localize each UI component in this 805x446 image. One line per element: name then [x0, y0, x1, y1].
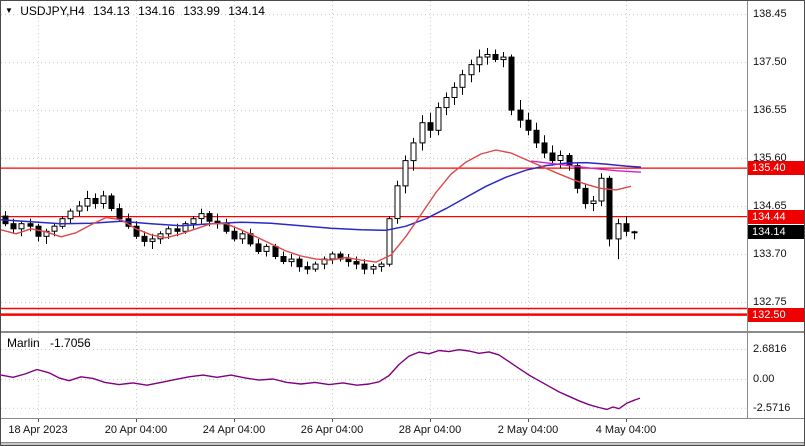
price-badge: 135.40: [748, 161, 804, 176]
price-tick-label: 136.55: [753, 104, 787, 117]
time-label: 26 Apr 04:00: [300, 424, 364, 436]
indicator-name: Marlin: [7, 336, 40, 350]
time-label: 28 Apr 04:00: [398, 424, 462, 436]
price-tick-label: 134.65: [753, 200, 787, 213]
time-label: 18 Apr 2023: [8, 424, 68, 436]
time-label: 2 May 04:00: [497, 424, 559, 436]
symbol-timeframe-label: USDJPY,H4: [20, 4, 85, 18]
price-axis[interactable]: 138.45 137.50 136.55 135.60 134.65 133.70 132.…: [748, 1, 804, 441]
close-value: 134.14: [228, 4, 265, 18]
indicator-tick-label: -2.5716: [753, 401, 791, 414]
open-value: 134.13: [93, 4, 130, 18]
horizontal-scrollbar[interactable]: [1, 442, 804, 445]
chevron-down-icon[interactable]: ▼: [5, 6, 13, 15]
chart-header: ▼ USDJPY,H4 134.13 134.16 133.99 134.14: [5, 4, 270, 18]
price-badge: 134.44: [748, 209, 804, 224]
price-badge: 134.14: [748, 224, 804, 239]
time-label: 24 Apr 04:00: [202, 424, 266, 436]
indicator-tick-label: 0.00: [753, 373, 775, 385]
time-label: 4 May 04:00: [595, 424, 657, 436]
high-value: 134.16: [138, 4, 175, 18]
indicator-value: -1.7056: [50, 336, 91, 350]
indicator-caption: Marlin -1.7056: [7, 336, 98, 350]
price-tick-label: 132.75: [753, 295, 787, 308]
indicator-tick-label: 2.6816: [753, 342, 787, 355]
price-tick-label: 138.45: [753, 8, 787, 21]
price-tick-label: 133.70: [753, 248, 787, 260]
low-value: 133.99: [183, 4, 220, 18]
time-axis[interactable]: 18 Apr 2023 20 Apr 04:00 24 Apr 04:00 26 Ap…: [1, 419, 747, 441]
price-tick-label: 137.50: [753, 56, 787, 69]
price-badge: 132.50: [748, 307, 804, 322]
price-tick-label: 135.60: [753, 152, 787, 165]
time-label: 20 Apr 04:00: [104, 424, 168, 436]
